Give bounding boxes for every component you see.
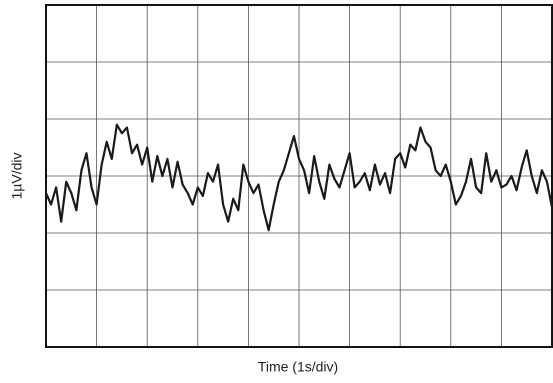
- plot-frame: [45, 4, 553, 348]
- y-axis-label: 1µV/div: [9, 153, 25, 200]
- noise-trace: [44, 123, 553, 232]
- x-axis-label: Time (1s/div): [258, 359, 338, 375]
